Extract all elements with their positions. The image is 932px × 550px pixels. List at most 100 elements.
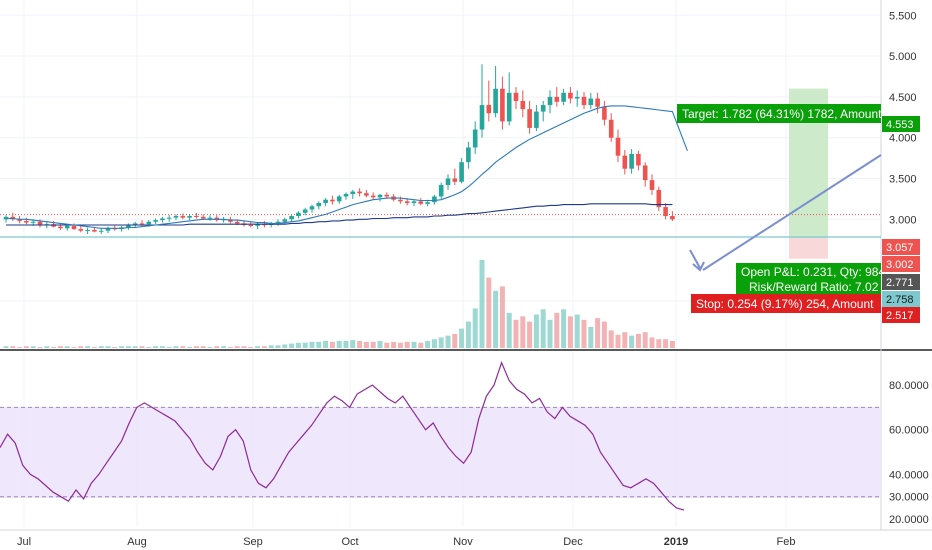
volume-bar bbox=[262, 346, 267, 348]
volume-bar bbox=[507, 313, 512, 348]
moving-averages bbox=[6, 106, 687, 228]
volume-bar bbox=[296, 343, 301, 348]
volume-bar bbox=[439, 337, 444, 348]
candle-body bbox=[527, 109, 532, 128]
candle-body bbox=[201, 217, 206, 219]
candle-body bbox=[79, 229, 84, 231]
volume-bar bbox=[221, 346, 226, 348]
volume-bar bbox=[174, 346, 179, 348]
volume-bar bbox=[201, 346, 206, 348]
volume-bar bbox=[208, 347, 213, 348]
volume-bar bbox=[527, 322, 532, 348]
volume-bar bbox=[119, 346, 124, 348]
volume-bar bbox=[357, 341, 362, 348]
y-tick-label: 4.000 bbox=[889, 133, 917, 145]
volume-bar bbox=[31, 346, 36, 348]
volume-bar bbox=[398, 343, 403, 348]
candle-body bbox=[72, 226, 77, 229]
candle-body bbox=[446, 179, 451, 186]
candle-body bbox=[99, 231, 104, 232]
candle-body bbox=[561, 93, 566, 102]
volume-bar bbox=[337, 341, 342, 348]
volume-bar bbox=[480, 260, 485, 348]
volume-bar bbox=[446, 336, 451, 348]
volume-bar bbox=[323, 341, 328, 348]
volume-bar bbox=[452, 334, 457, 348]
volume-bar bbox=[78, 346, 83, 348]
volume-bar bbox=[656, 339, 661, 348]
candle-body bbox=[303, 210, 308, 213]
volume-bar bbox=[643, 332, 648, 348]
candle-body bbox=[575, 97, 580, 99]
volume-bar bbox=[391, 342, 396, 348]
candle-body bbox=[453, 179, 458, 182]
candle-body bbox=[568, 93, 573, 99]
candle-body bbox=[439, 185, 444, 196]
candle-body bbox=[419, 201, 424, 203]
candle-body bbox=[609, 120, 614, 138]
volume-bar bbox=[85, 346, 90, 348]
x-tick-label: Feb bbox=[777, 536, 796, 548]
candle-body bbox=[507, 93, 512, 122]
candle-body bbox=[337, 196, 342, 201]
candle-body bbox=[31, 222, 36, 223]
volume-bar bbox=[582, 320, 587, 348]
candle-body bbox=[541, 105, 546, 112]
candle-body bbox=[582, 97, 587, 105]
candle-body bbox=[650, 180, 655, 190]
y-tick-label: 5.000 bbox=[889, 51, 917, 63]
volume-bar bbox=[378, 341, 383, 348]
volume-bar bbox=[350, 340, 355, 348]
volume-bar bbox=[425, 341, 430, 348]
volume-bar bbox=[228, 347, 233, 348]
x-tick-label: Dec bbox=[563, 536, 583, 548]
candle-body bbox=[58, 227, 63, 229]
candle-body bbox=[670, 216, 675, 219]
volume-bar bbox=[548, 320, 553, 348]
volume-bar bbox=[486, 278, 491, 348]
rsi-tick-label: 30.0000 bbox=[889, 492, 929, 504]
candle-body bbox=[487, 105, 492, 113]
candle-body bbox=[351, 192, 356, 194]
volume-bar bbox=[167, 347, 172, 348]
volume-bar bbox=[364, 342, 369, 348]
candlestick-series[interactable] bbox=[4, 64, 675, 234]
volume-bar bbox=[255, 346, 260, 348]
candle-body bbox=[500, 89, 505, 122]
volume-bar bbox=[58, 346, 63, 348]
position-labels: Target: 1.782 (64.31%) 1782, Amount Open … bbox=[677, 104, 885, 313]
price-badge-label: 3.002 bbox=[886, 259, 914, 271]
ma-short-line bbox=[6, 106, 687, 228]
candle-body bbox=[623, 156, 628, 169]
candle-body bbox=[160, 218, 165, 220]
rsi-band bbox=[0, 407, 881, 498]
candle-body bbox=[92, 230, 97, 232]
x-tick-label: Aug bbox=[127, 536, 147, 548]
candle-body bbox=[432, 196, 437, 202]
volume-bar bbox=[650, 337, 655, 348]
volume-bar bbox=[629, 336, 634, 348]
volume-bar bbox=[146, 347, 151, 348]
candle-body bbox=[466, 147, 471, 162]
volume-bar bbox=[38, 347, 43, 348]
candle-body bbox=[473, 130, 478, 148]
volume-bar bbox=[310, 342, 315, 348]
candle-body bbox=[480, 105, 485, 129]
volume-bar bbox=[371, 342, 376, 348]
x-tick-label: 2019 bbox=[664, 536, 688, 548]
candle-body bbox=[663, 207, 668, 216]
volume-bar bbox=[92, 347, 97, 348]
volume-bar bbox=[602, 322, 607, 348]
volume-bar bbox=[568, 316, 573, 348]
candle-body bbox=[493, 89, 498, 113]
volume-bar bbox=[344, 341, 349, 348]
time-axis: Jul Aug Sep Oct Nov Dec 2019 Feb bbox=[17, 536, 796, 548]
rsi-tick-label: 80.0000 bbox=[889, 380, 929, 392]
candle-body bbox=[208, 218, 213, 219]
candle-body bbox=[167, 218, 172, 219]
volume-bar bbox=[520, 316, 525, 348]
volume-bar bbox=[187, 347, 192, 348]
candle-body bbox=[249, 225, 254, 226]
volume-bar bbox=[282, 344, 287, 348]
